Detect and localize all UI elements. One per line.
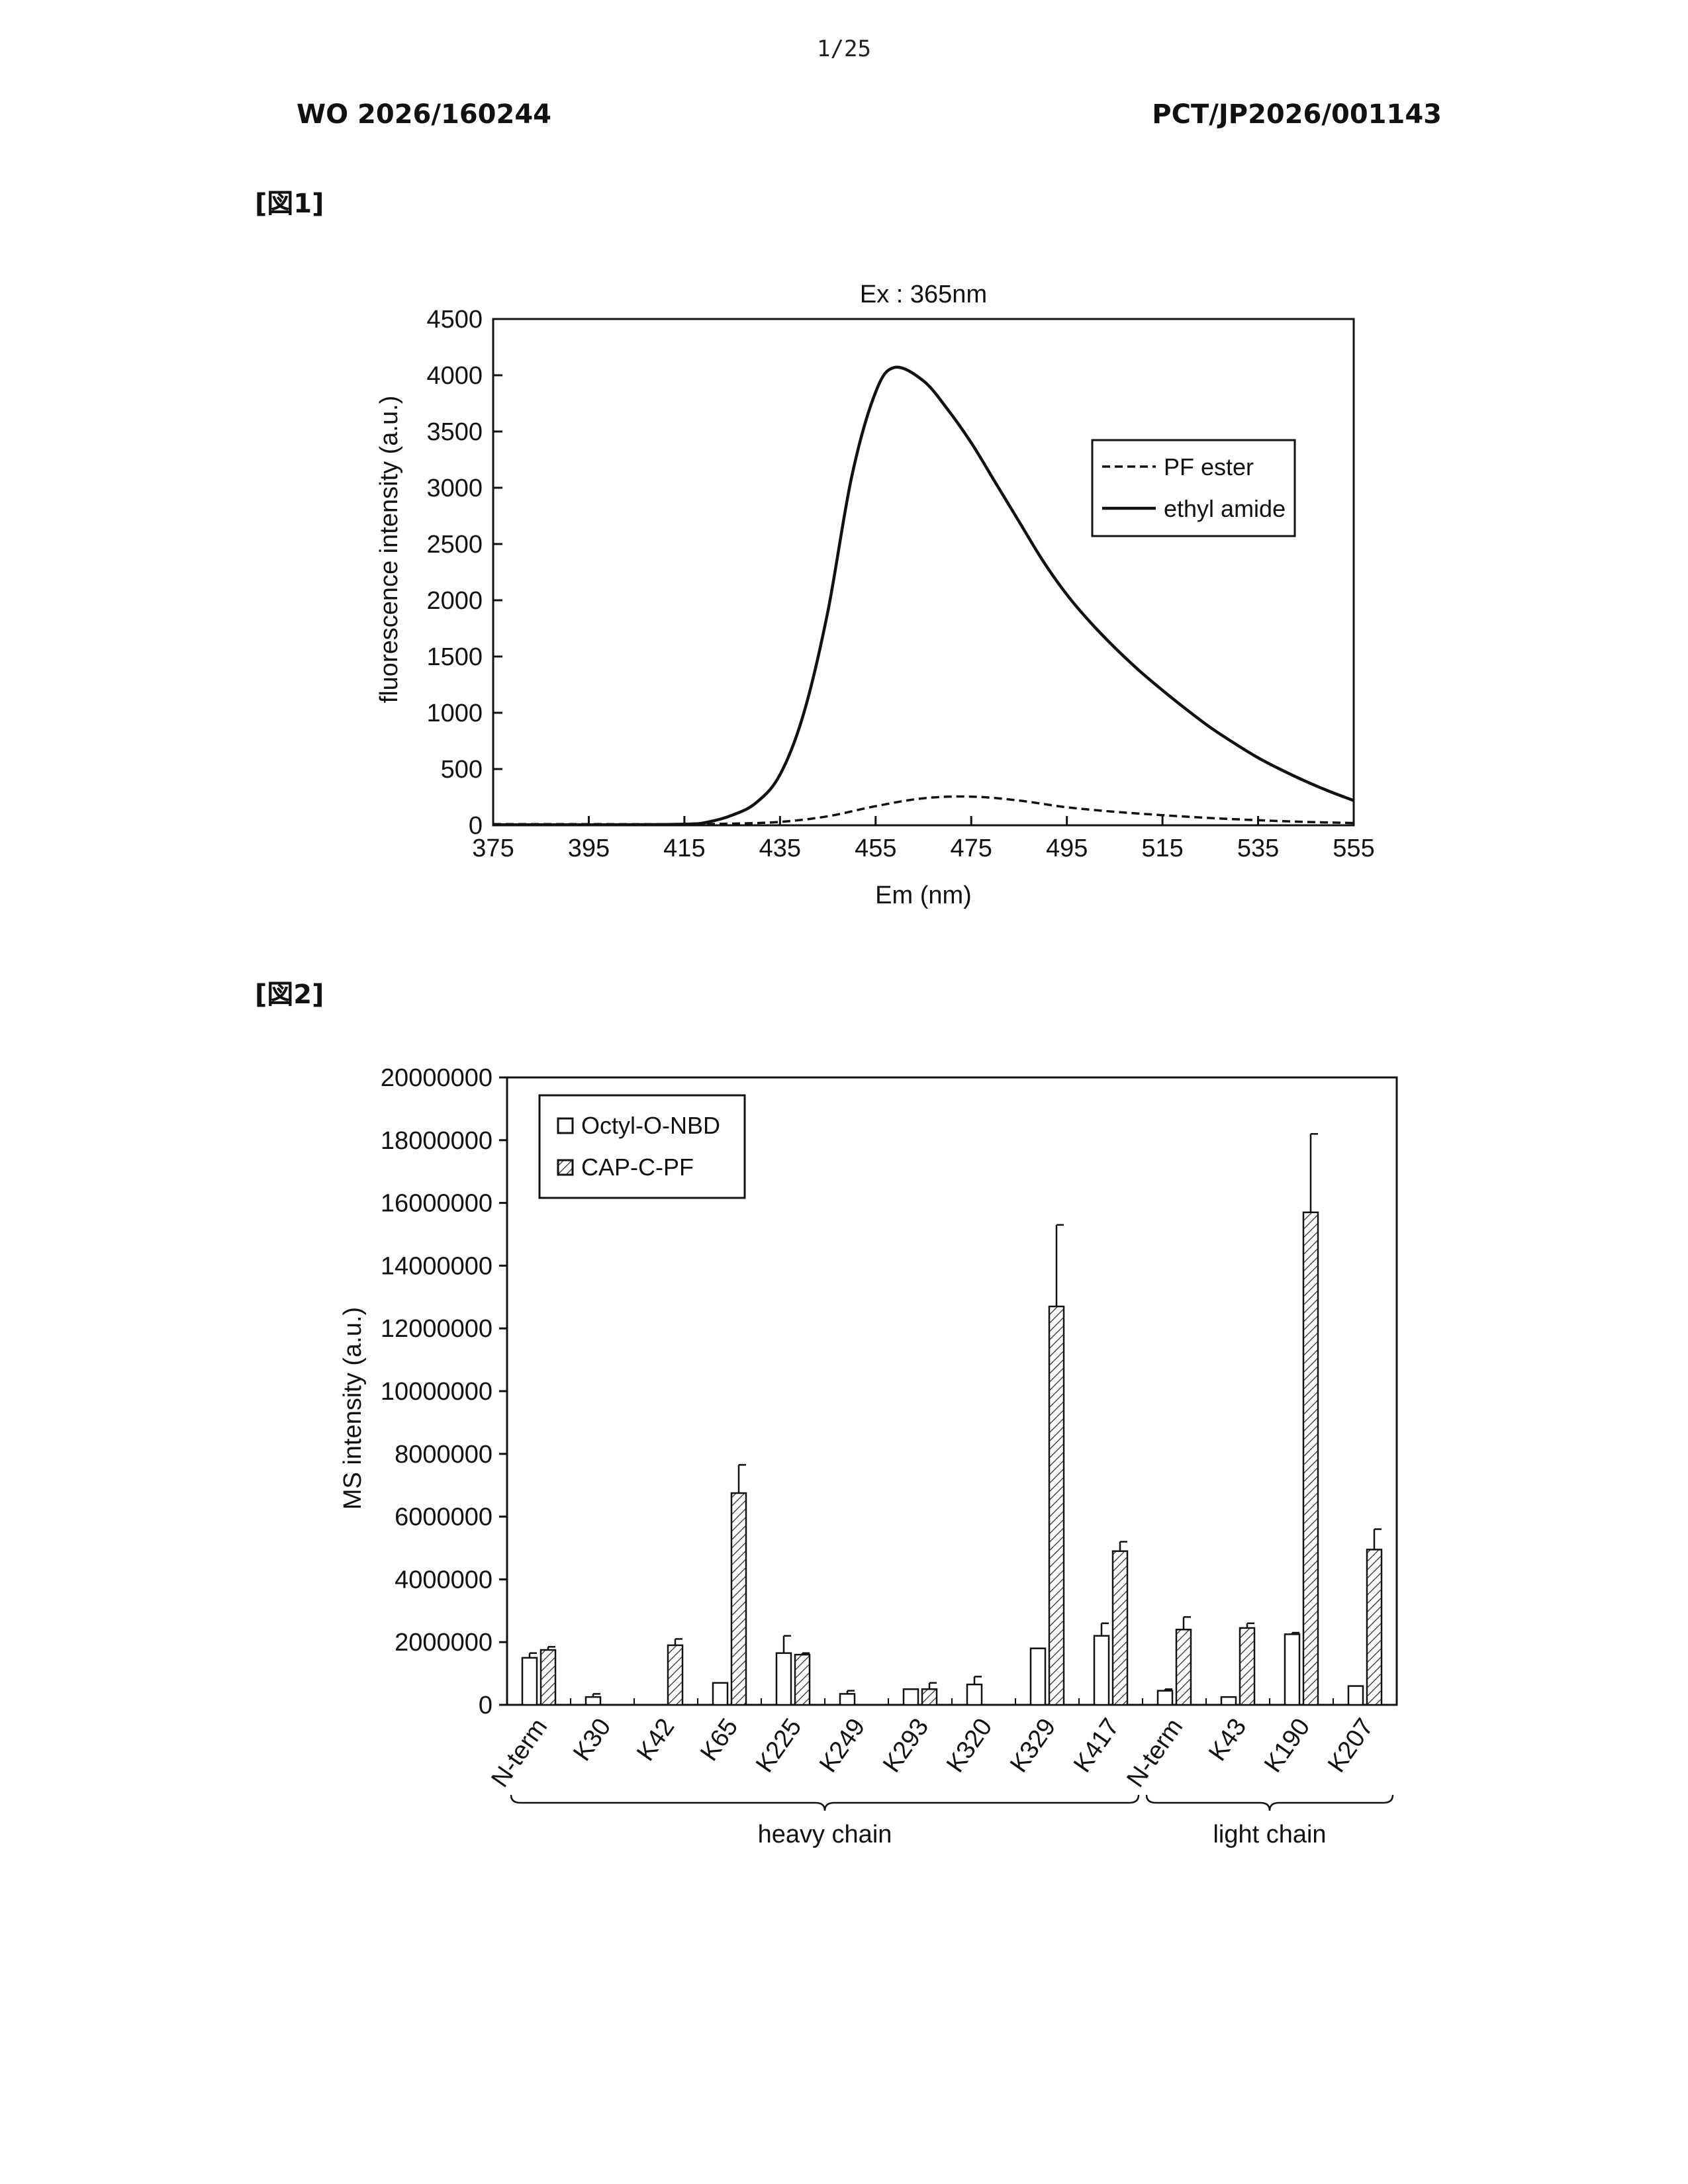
bar-cap-c-pf <box>795 1655 810 1705</box>
chart-2-x-tick-label: K190 <box>1259 1713 1315 1778</box>
bar-cap-c-pf <box>922 1689 937 1705</box>
chart-1-legend: PF ester ethyl amide <box>1092 440 1295 536</box>
chart-1-x-tick-label: 535 <box>1237 835 1279 862</box>
chart-1-y-tick-label: 3000 <box>426 475 483 502</box>
chart-2-x-tick-label: K207 <box>1323 1713 1379 1778</box>
chart-2-x-tick-label: K293 <box>878 1713 934 1778</box>
chart-2-legend: Octyl-O-NBD CAP-C-PF <box>539 1095 745 1198</box>
chart-2-y-tick-label: 12000000 <box>381 1315 492 1343</box>
bar-octyl-o-nbd <box>776 1653 791 1705</box>
chart-2-y-tick-label: 2000000 <box>395 1629 492 1657</box>
bar-octyl-o-nbd <box>1094 1636 1109 1705</box>
chart-2-x-tick-label: K43 <box>1203 1713 1252 1766</box>
chart-1-x-tick-label: 455 <box>855 835 896 862</box>
chart-2-x-tick-label: K320 <box>941 1713 998 1778</box>
chart-2-y-tick-label: 10000000 <box>381 1378 492 1406</box>
bar-cap-c-pf <box>731 1493 746 1705</box>
bar-cap-c-pf <box>1303 1212 1318 1705</box>
chart-1-x-tick-label: 515 <box>1141 835 1183 862</box>
bar-octyl-o-nbd <box>1285 1634 1299 1705</box>
chart-1-plot-frame <box>493 319 1354 825</box>
chart-1-y-tick-label: 500 <box>441 756 483 784</box>
legend-pf-ester-label: PF ester <box>1164 453 1254 480</box>
bar-octyl-o-nbd <box>1031 1649 1045 1705</box>
chart-2-y-axis-label: MS intensity (a.u.) <box>339 1307 367 1510</box>
chart-1-x-tick-label: 495 <box>1046 835 1088 862</box>
chart-2-x-tick-label: K65 <box>695 1713 743 1766</box>
chart-1-x-tick-label: 415 <box>663 835 705 862</box>
chart-1-y-axis-label: fluorescence intensity (a.u.) <box>375 396 403 704</box>
chart-1-y-tick-label: 1000 <box>426 700 483 727</box>
chart-1-x-tick-label: 475 <box>951 835 992 862</box>
legend-cap-label: CAP-C-PF <box>581 1154 694 1181</box>
bar-cap-c-pf <box>541 1650 555 1705</box>
bar-octyl-o-nbd <box>713 1683 727 1705</box>
figure-1-line-chart: Ex : 365nm Em (nm) fluorescence intensit… <box>0 0 1688 940</box>
bar-octyl-o-nbd <box>1221 1697 1236 1705</box>
bar-cap-c-pf <box>1367 1549 1382 1705</box>
light-chain-brace <box>1147 1795 1393 1811</box>
legend-cap-swatch <box>558 1160 573 1175</box>
bar-octyl-o-nbd <box>1158 1691 1172 1705</box>
bar-cap-c-pf <box>1049 1306 1064 1705</box>
chart-2-x-tick-label: K417 <box>1068 1713 1125 1778</box>
bar-octyl-o-nbd <box>967 1684 982 1705</box>
chart-1-x-tick-label: 395 <box>568 835 610 862</box>
chart-1-y-tick-label: 4000 <box>426 362 483 390</box>
light-chain-label: light chain <box>1213 1821 1326 1848</box>
chart-1-title: Ex : 365nm <box>860 281 987 308</box>
chart-2-y-tick-label: 16000000 <box>381 1190 492 1218</box>
chart-2-x-tick-label: K329 <box>1005 1713 1061 1778</box>
bar-cap-c-pf <box>1113 1551 1127 1705</box>
chart-1-y-tick-label: 3500 <box>426 418 483 446</box>
bar-cap-c-pf <box>1240 1628 1254 1705</box>
series-pf-ester-line <box>493 796 1354 824</box>
chart-1-y-tick-label: 4500 <box>426 306 483 334</box>
bar-octyl-o-nbd <box>1348 1686 1363 1705</box>
series-ethyl-amide-line <box>493 367 1354 825</box>
bar-octyl-o-nbd <box>586 1697 600 1705</box>
bar-octyl-o-nbd <box>522 1658 537 1705</box>
chart-2-y-tick-label: 0 <box>479 1692 492 1719</box>
chart-2-legend-box <box>539 1095 745 1198</box>
legend-octyl-label: Octyl-O-NBD <box>581 1112 720 1139</box>
bar-octyl-o-nbd <box>904 1689 918 1705</box>
heavy-chain-label: heavy chain <box>758 1821 892 1848</box>
chart-1-x-tick-label: 435 <box>759 835 801 862</box>
chart-2-y-tick-label: 20000000 <box>381 1064 492 1092</box>
chart-2-x-tick-label: N-term <box>1121 1713 1188 1792</box>
chart-1-y-tick-label: 2500 <box>426 531 483 559</box>
bar-octyl-o-nbd <box>840 1694 855 1705</box>
chart-2-x-tick-label: N-term <box>486 1713 553 1792</box>
chart-1-y-tick-label: 2000 <box>426 587 483 615</box>
chart-2-y-tick-label: 8000000 <box>395 1441 492 1469</box>
chart-2-y-tick-label: 4000000 <box>395 1566 492 1594</box>
chart-2-x-tick-label: K30 <box>568 1713 616 1766</box>
chart-2-x-tick-label: K225 <box>751 1713 807 1778</box>
chart-2-x-tick-label: K42 <box>632 1713 680 1766</box>
heavy-chain-brace <box>511 1795 1139 1811</box>
legend-octyl-swatch <box>558 1118 573 1133</box>
chart-1-x-tick-label: 375 <box>472 835 514 862</box>
chart-2-y-tick-label: 6000000 <box>395 1504 492 1531</box>
figure-2-bar-chart: MS intensity (a.u.) 0 2000000 4000000 60000… <box>0 940 1688 1933</box>
bar-cap-c-pf <box>1176 1629 1191 1705</box>
chart-2-y-tick-label: 14000000 <box>381 1252 492 1280</box>
chart-2-y-tick-label: 18000000 <box>381 1127 492 1155</box>
chart-1-y-tick-label: 1500 <box>426 643 483 671</box>
bar-cap-c-pf <box>668 1645 682 1705</box>
chart-2-x-tick-label: K249 <box>814 1713 870 1778</box>
legend-ethyl-amide-label: ethyl amide <box>1164 495 1286 522</box>
chart-1-x-axis-label: Em (nm) <box>875 882 972 909</box>
chart-1-x-tick-label: 555 <box>1333 835 1374 862</box>
